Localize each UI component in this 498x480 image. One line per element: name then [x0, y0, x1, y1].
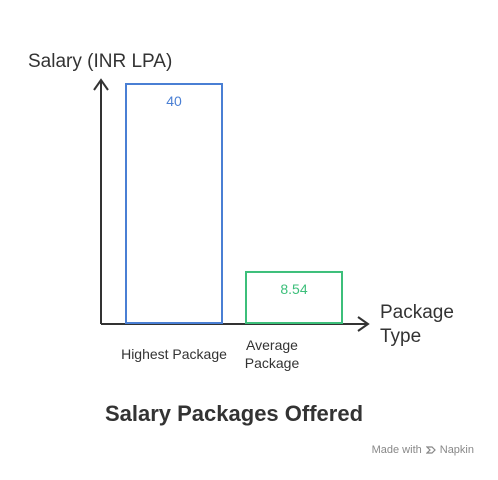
data-label: 40	[166, 93, 182, 109]
x-axis-label: Package Type	[380, 302, 454, 347]
bar-average-package	[245, 270, 343, 325]
data-label: 8.54	[280, 281, 307, 297]
watermark-brand: Napkin	[439, 444, 474, 456]
y-axis-arrow	[93, 78, 109, 91]
made-with-napkin-badge[interactable]: Made with Napkin	[372, 444, 474, 456]
napkin-icon	[425, 446, 436, 454]
x-tick-label: Average Package	[245, 337, 300, 371]
bars-group: 40 Highest Package 8.54 Average Package	[121, 83, 343, 371]
chart-title: Salary Packages Offered	[105, 401, 363, 426]
x-axis-arrow	[357, 316, 370, 332]
watermark-prefix: Made with	[371, 444, 422, 456]
x-tick-label: Highest Package	[121, 346, 227, 362]
y-axis-label: Salary (INR LPA)	[28, 51, 172, 72]
bar-highest-package	[125, 83, 223, 324]
